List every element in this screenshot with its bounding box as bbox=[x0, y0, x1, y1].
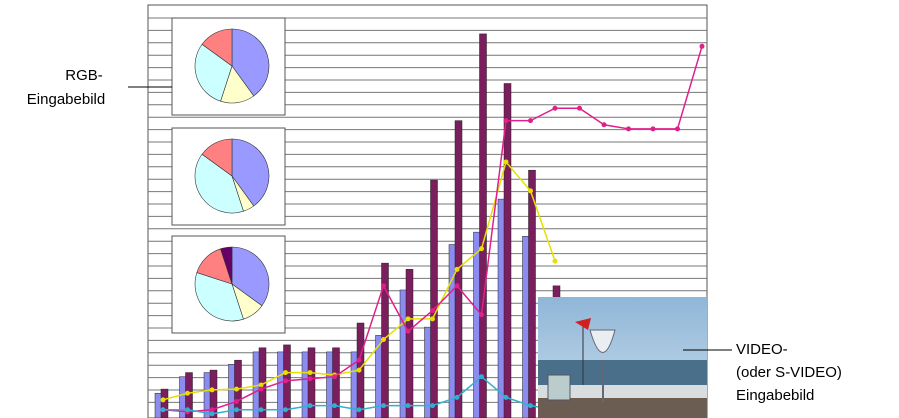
bar bbox=[528, 169, 536, 418]
line-point bbox=[601, 122, 607, 128]
line-point bbox=[283, 370, 288, 376]
line-point bbox=[528, 403, 533, 409]
rgb-label: Eingabebild bbox=[27, 91, 105, 108]
bar bbox=[405, 269, 414, 418]
bar bbox=[332, 347, 340, 418]
line-point bbox=[430, 316, 435, 322]
table bbox=[538, 398, 707, 418]
line-point bbox=[454, 394, 460, 400]
line-point bbox=[405, 403, 411, 409]
pie-slice bbox=[194, 43, 233, 102]
pie-slice bbox=[201, 138, 233, 177]
pie-slice bbox=[194, 272, 244, 322]
flag bbox=[575, 318, 591, 330]
line-point bbox=[381, 403, 386, 409]
line-point bbox=[258, 386, 264, 392]
line-point bbox=[381, 283, 386, 289]
line-point bbox=[528, 188, 533, 194]
plot bbox=[154, 17, 705, 418]
line-point bbox=[160, 397, 166, 403]
pie-slice bbox=[201, 28, 233, 67]
bar bbox=[185, 372, 193, 418]
line-point bbox=[356, 357, 362, 363]
line-point bbox=[234, 407, 239, 413]
line-point bbox=[405, 316, 411, 322]
pie-slice bbox=[220, 246, 233, 285]
line-point bbox=[209, 411, 215, 417]
line-point bbox=[307, 370, 313, 376]
line-point bbox=[209, 407, 215, 413]
line-point bbox=[552, 258, 558, 264]
line-point bbox=[209, 387, 215, 393]
line-point bbox=[283, 407, 288, 413]
line-point bbox=[258, 382, 264, 388]
surf bbox=[538, 385, 707, 399]
line-point bbox=[381, 337, 386, 343]
line-point bbox=[160, 407, 166, 413]
line-point bbox=[626, 126, 631, 132]
video-label: VIDEO- bbox=[736, 341, 788, 358]
line-point bbox=[307, 403, 313, 409]
line-point bbox=[503, 159, 509, 165]
bar bbox=[307, 347, 316, 418]
pie-slice bbox=[231, 246, 270, 307]
line-point bbox=[479, 374, 484, 380]
line-point bbox=[356, 407, 362, 413]
bar bbox=[209, 369, 218, 418]
line-point bbox=[332, 403, 337, 409]
line-point bbox=[479, 312, 484, 318]
cup bbox=[547, 374, 571, 401]
bar bbox=[430, 179, 438, 418]
line-point bbox=[430, 403, 435, 409]
line-point bbox=[577, 105, 582, 111]
line-point bbox=[454, 266, 460, 272]
rgb-label: RGB- bbox=[65, 67, 103, 84]
line-point bbox=[454, 283, 460, 289]
line-point bbox=[528, 118, 533, 124]
line-point bbox=[234, 386, 239, 392]
line-point bbox=[552, 105, 558, 111]
line-point bbox=[258, 407, 264, 413]
line-point bbox=[503, 394, 509, 400]
glass bbox=[589, 329, 616, 353]
line-point bbox=[234, 398, 239, 404]
video-label: Eingabebild bbox=[736, 387, 814, 404]
line-point bbox=[699, 43, 705, 49]
line-point bbox=[479, 246, 484, 252]
video-photo bbox=[538, 297, 707, 418]
line-point bbox=[185, 407, 190, 413]
bar bbox=[160, 388, 169, 418]
line-point bbox=[307, 376, 313, 382]
pie-slice bbox=[231, 28, 270, 97]
line-point bbox=[675, 126, 680, 132]
bar bbox=[503, 83, 512, 418]
line-point bbox=[650, 126, 656, 132]
line-point bbox=[283, 378, 288, 384]
pie-slice bbox=[231, 138, 270, 207]
line-point bbox=[405, 328, 411, 334]
pie-slice bbox=[194, 153, 244, 214]
line-point bbox=[430, 308, 435, 314]
video-label: (oder S-VIDEO) bbox=[736, 364, 842, 381]
line-point bbox=[185, 390, 190, 396]
line-point bbox=[356, 367, 362, 373]
line-point bbox=[332, 374, 337, 380]
bar bbox=[479, 33, 487, 418]
line-point bbox=[503, 118, 509, 124]
